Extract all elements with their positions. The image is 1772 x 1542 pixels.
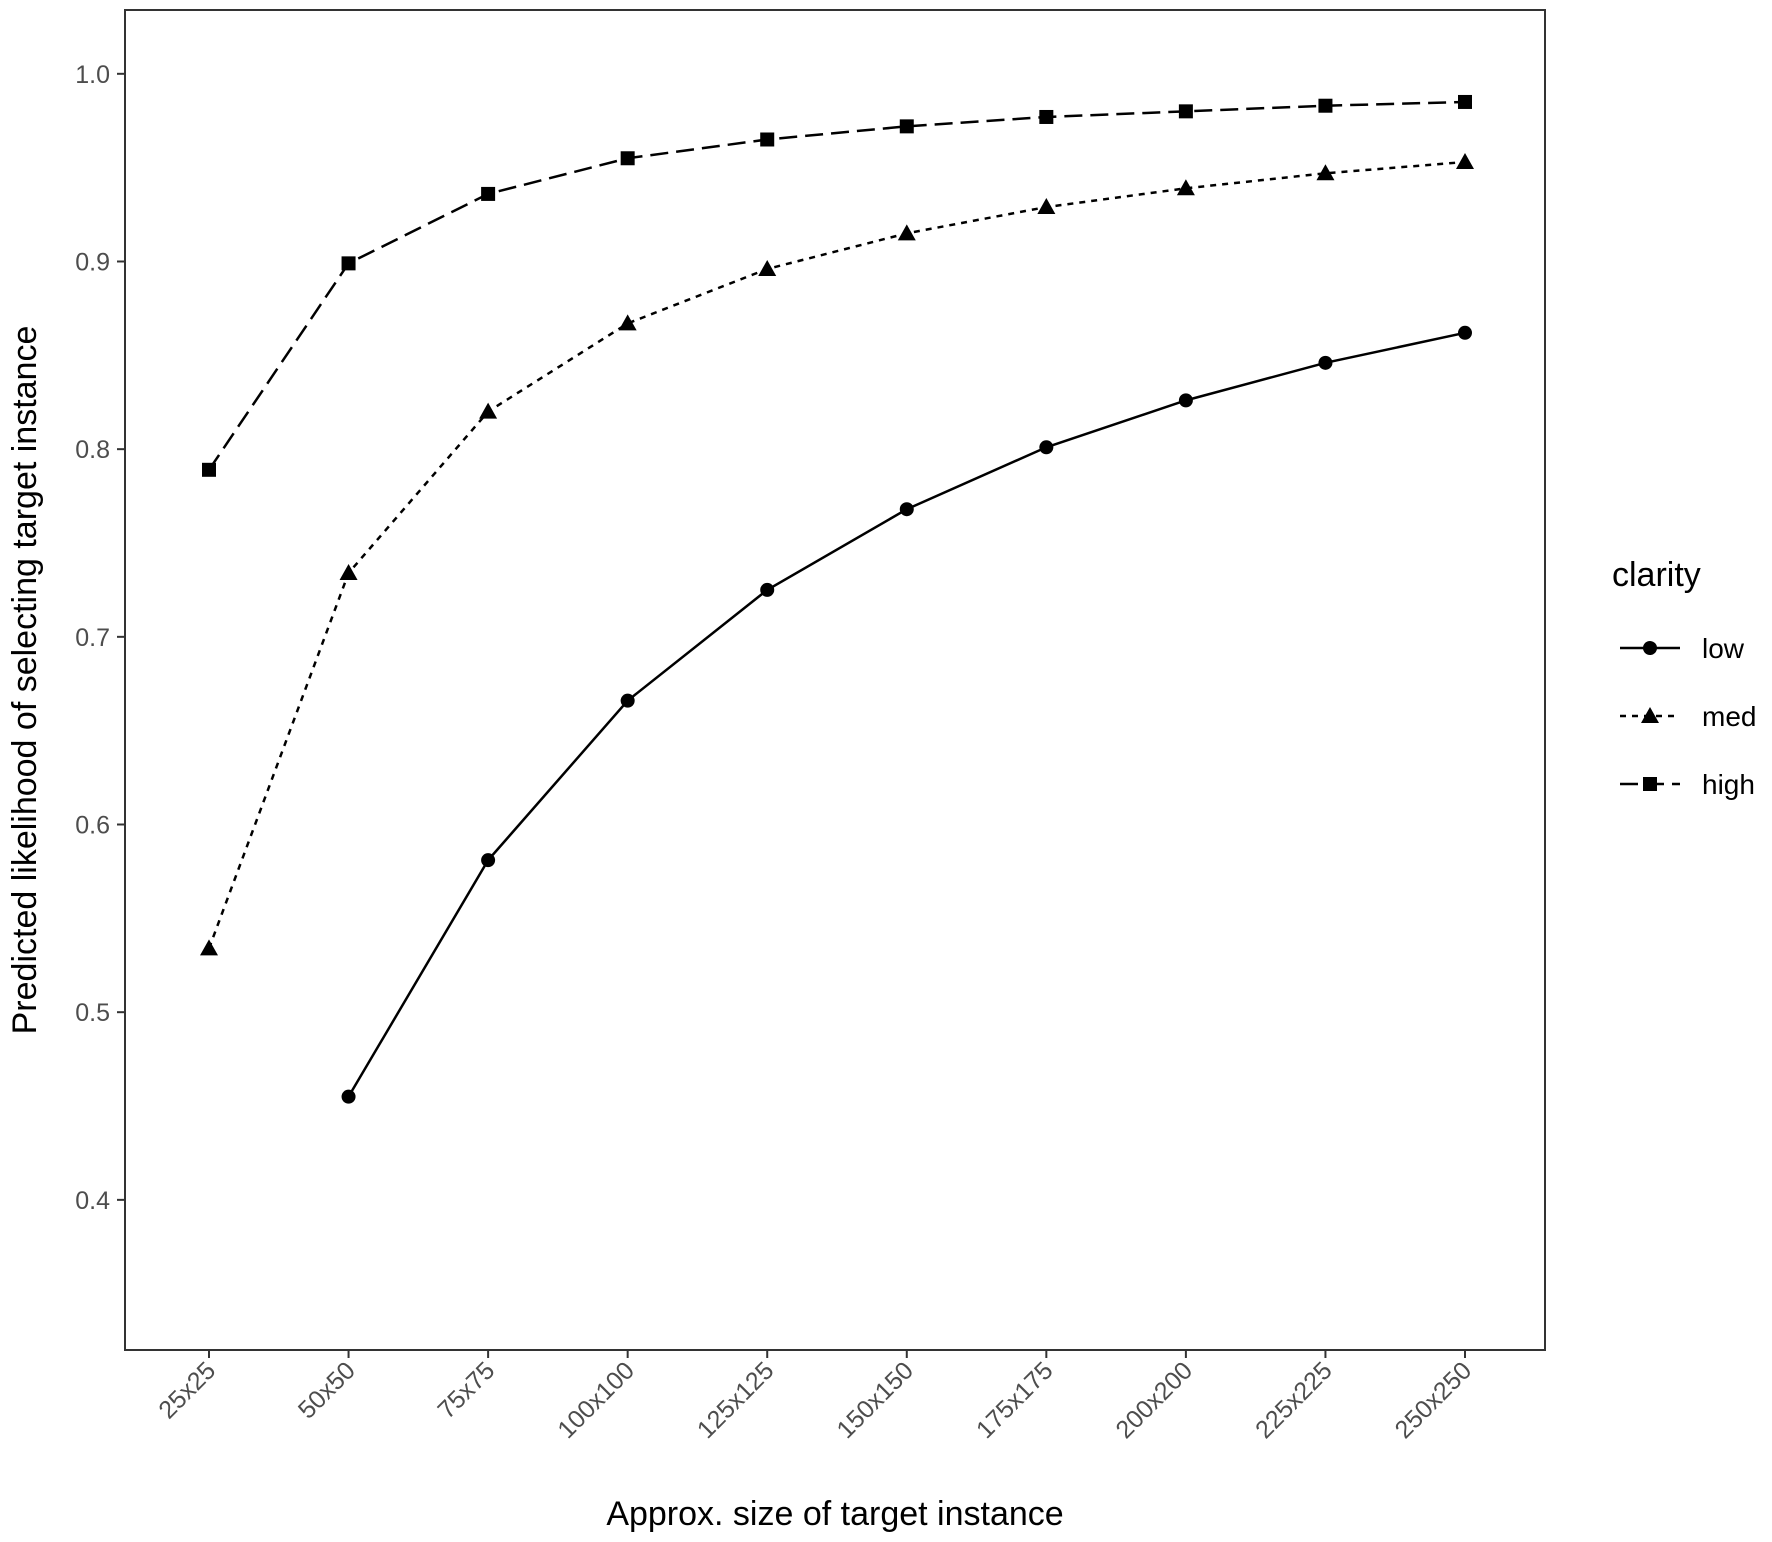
data-point-med: [758, 259, 777, 276]
y-axis: 0.4 0.5 0.6 0.7 0.8 0.9 1.0: [75, 61, 125, 1215]
data-point-med: [479, 402, 498, 419]
data-point-low: [1318, 355, 1333, 370]
series-low: [341, 325, 1472, 1104]
data-point-high: [481, 186, 496, 201]
data-point-med: [339, 564, 358, 581]
series-high: [202, 94, 1472, 477]
y-tick-label: 0.7: [75, 624, 110, 652]
y-axis-title: Predicted likelihood of selecting target…: [6, 326, 44, 1035]
legend-label: low: [1702, 633, 1745, 664]
data-point-high: [341, 256, 356, 271]
legend-label: high: [1702, 769, 1755, 800]
data-point-med: [1037, 198, 1056, 215]
data-point-low: [341, 1089, 356, 1104]
legend-items: low med high: [1620, 633, 1756, 800]
data-point-high: [620, 151, 635, 166]
data-point-high: [1039, 109, 1054, 124]
data-point-med: [200, 939, 218, 956]
data-point-high: [760, 132, 775, 147]
y-tick-label: 0.5: [75, 999, 110, 1027]
data-point-med: [897, 224, 916, 241]
y-tick-label: 0.4: [75, 1187, 110, 1215]
series-med: [200, 153, 1474, 956]
legend-item-med: med: [1620, 701, 1756, 732]
data-point-low: [760, 582, 775, 597]
data-point-med: [1176, 179, 1195, 196]
data-point-high: [1318, 98, 1333, 113]
y-tick-label: 0.8: [75, 436, 110, 464]
y-tick-label: 1.0: [75, 61, 110, 89]
legend: clarity low med high: [1612, 556, 1756, 800]
legend-key-marker: [1643, 777, 1657, 791]
plot-panel: [124, 9, 1546, 1351]
data-point-low: [620, 693, 635, 708]
data-point-high: [1178, 104, 1193, 119]
legend-title: clarity: [1612, 556, 1701, 594]
series-layer: [200, 94, 1474, 1104]
y-tick-label: 0.6: [75, 812, 110, 840]
legend-label: med: [1702, 701, 1756, 732]
data-point-high: [202, 462, 216, 477]
y-tick-label: 0.9: [75, 248, 110, 276]
data-point-med: [618, 314, 637, 331]
data-point-high: [899, 119, 914, 134]
legend-key-marker: [1643, 641, 1657, 655]
data-point-low: [899, 502, 914, 517]
x-axis-title: Approx. size of target instance: [606, 1495, 1063, 1533]
series-line-high: [207, 100, 1466, 471]
data-point-med: [1456, 153, 1474, 170]
legend-item-low: low: [1620, 633, 1745, 664]
data-point-low: [481, 853, 496, 868]
legend-item-high: high: [1620, 769, 1755, 800]
legend-key-marker: [1641, 707, 1659, 723]
data-point-low: [1178, 393, 1193, 408]
data-point-low: [1039, 440, 1054, 455]
series-line-med: [207, 160, 1466, 949]
data-point-high: [1458, 94, 1472, 109]
data-point-med: [1316, 164, 1335, 181]
data-point-low: [1458, 325, 1472, 340]
